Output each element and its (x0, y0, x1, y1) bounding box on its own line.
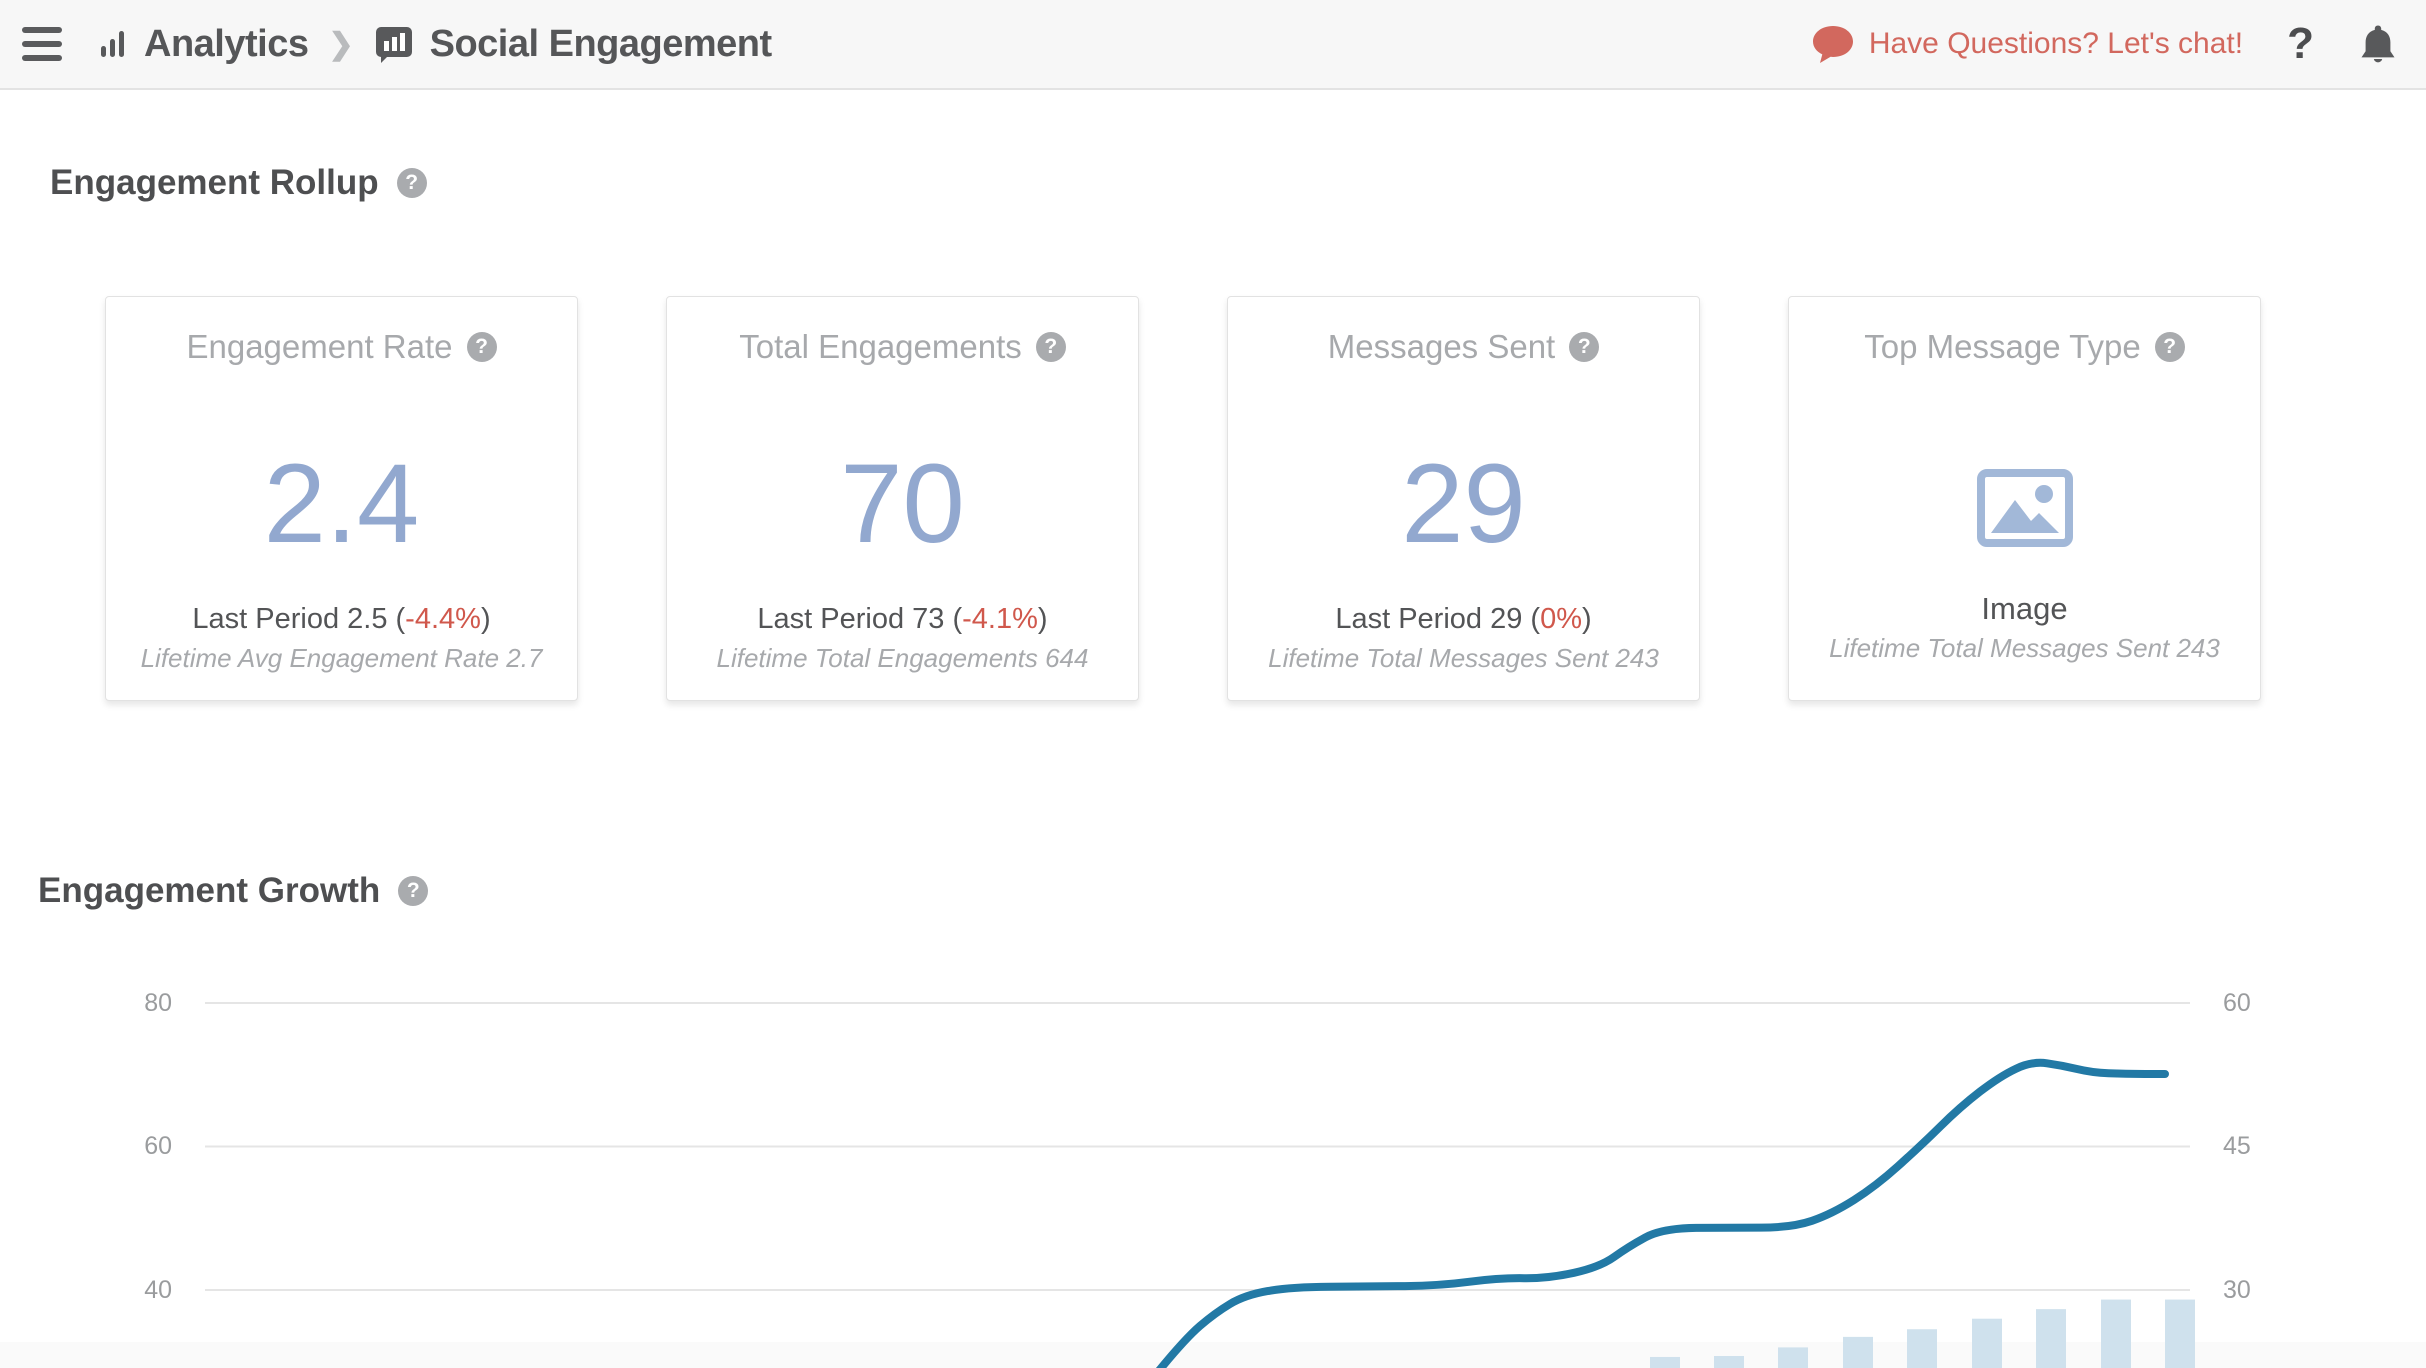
lifetime-text: Lifetime Total Engagements 644 (716, 643, 1089, 673)
card-help-icon[interactable]: ? (2154, 332, 2185, 362)
growth-bar (1714, 1356, 1744, 1368)
chat-link-label: Have Questions? Let's chat! (1868, 27, 2244, 60)
lifetime-text: Lifetime Total Messages Sent 243 (1268, 643, 1659, 673)
card-top-message-type: Top Message Type ? Image Lifetime Total … (1788, 296, 2261, 701)
growth-line (1155, 1058, 2169, 1368)
card-help-icon[interactable]: ? (1035, 332, 1066, 362)
top-nav: Analytics ❯ Social Engagement Have Quest… (0, 0, 2426, 90)
card-title: Total Engagements (739, 328, 1022, 365)
card-total-engagements: Total Engagements ? 70 Last Period 73 (-… (666, 296, 1139, 701)
card-engagement-rate: Engagement Rate ? 2.4 Last Period 2.5 (-… (105, 296, 578, 701)
card-help-icon[interactable]: ? (466, 332, 497, 362)
lifetime-text: Lifetime Total Messages Sent 243 (1829, 633, 2220, 663)
rollup-section-heading: Engagement Rollup ? (50, 163, 427, 203)
metric-value: 70 (840, 441, 965, 566)
last-period-text: Last Period 2.5 (-4.4%) (192, 603, 491, 635)
last-period-text: Last Period 73 (-4.1%) (757, 603, 1048, 635)
right-axis-tick-30: 30 (2223, 1276, 2251, 1304)
growth-bar (1778, 1347, 1808, 1368)
growth-title: Engagement Growth (38, 871, 381, 910)
lifetime-text: Lifetime Avg Engagement Rate 2.7 (140, 643, 543, 673)
chevron-right-icon: ❯ (328, 27, 354, 61)
metric-value: 2.4 (263, 441, 420, 566)
left-axis-tick-80: 80 (144, 989, 172, 1017)
metric-value: 29 (1401, 441, 1526, 566)
growth-bar (2101, 1299, 2131, 1368)
analytics-bars-icon (100, 29, 128, 59)
breadcrumb-analytics[interactable]: Analytics (144, 22, 309, 65)
breadcrumb-social-engagement: Social Engagement (429, 22, 773, 65)
growth-bar (2036, 1309, 2066, 1368)
bell-icon (2360, 24, 2396, 64)
growth-bar (1907, 1329, 1937, 1368)
chart-bottom-band (0, 1342, 2426, 1368)
help-button[interactable]: ? (2287, 19, 2314, 68)
growth-bar (2165, 1299, 2195, 1368)
card-messages-sent: Messages Sent ? 29 Last Period 29 (0%) L… (1227, 296, 1700, 701)
rollup-help-icon[interactable]: ? (396, 168, 427, 198)
image-icon (1789, 469, 2260, 547)
breadcrumb: Analytics ❯ Social Engagement (100, 23, 772, 66)
notifications-button[interactable] (2360, 24, 2396, 64)
card-title: Engagement Rate (186, 328, 453, 365)
chat-link[interactable]: Have Questions? Let's chat! (1811, 24, 2243, 64)
last-period-text: Last Period 29 (0%) (1335, 603, 1592, 635)
card-title: Messages Sent (1327, 328, 1556, 365)
delta-value: -4.4% (405, 603, 481, 635)
rollup-title: Engagement Rollup (50, 163, 379, 202)
engagement-growth-chart: 80 60 40 60 45 30 (0, 988, 2426, 1368)
left-axis-tick-60: 60 (144, 1132, 172, 1160)
growth-bar (1972, 1318, 2002, 1368)
growth-help-icon[interactable]: ? (398, 876, 429, 906)
delta-value: -4.1% (962, 603, 1038, 635)
hamburger-icon (22, 27, 62, 33)
rollup-cards: Engagement Rate ? 2.4 Last Period 2.5 (-… (105, 296, 2261, 701)
right-axis-tick-45: 45 (2223, 1132, 2251, 1160)
top-message-type-value: Image (1981, 591, 2068, 626)
growth-section-heading: Engagement Growth ? (38, 871, 429, 911)
menu-button[interactable] (22, 27, 62, 61)
right-axis-tick-60: 60 (2223, 989, 2251, 1017)
growth-bar (1843, 1336, 1873, 1368)
card-title: Top Message Type (1864, 328, 2141, 365)
card-help-icon[interactable]: ? (1569, 332, 1600, 362)
growth-bar (1650, 1356, 1680, 1368)
chat-bubble-icon (1811, 24, 1855, 64)
growth-chart-canvas (0, 1002, 2426, 1368)
left-axis-tick-40: 40 (144, 1276, 172, 1304)
social-engagement-icon (374, 24, 414, 64)
delta-value: 0% (1540, 603, 1582, 635)
